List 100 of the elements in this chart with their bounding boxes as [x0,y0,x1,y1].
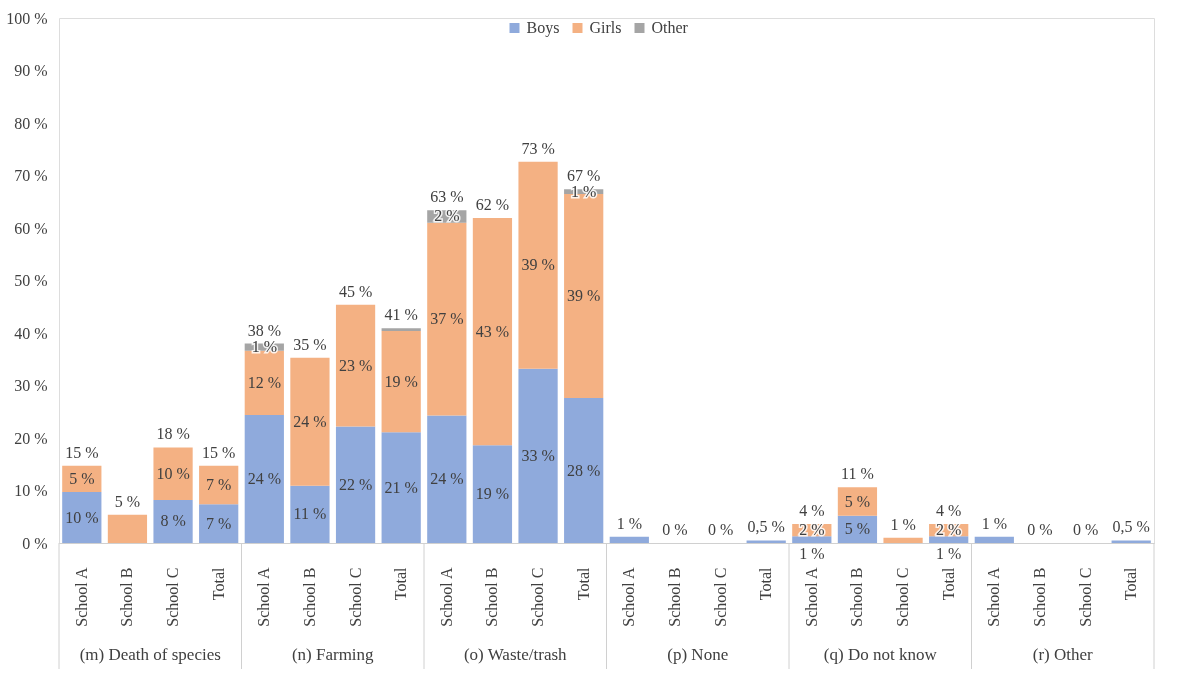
bar [929,536,969,543]
y-tick-label: 10 % [14,482,48,499]
x-tick-label: Total [392,566,410,601]
legend-label: Other [651,19,689,36]
data-label: 23 % [338,356,373,374]
legend-label: Boys [526,19,560,37]
bar [518,161,558,369]
data-label: 19 % [384,372,418,390]
data-label: 24 % [430,470,464,488]
legend-label: Girls [589,19,622,36]
y-tick-label: 20 % [14,429,48,447]
y-tick-label: 90 % [14,62,48,79]
data-label: 11 % [293,505,327,523]
x-tick-label: School A [255,567,273,627]
total-label: 15 % [65,443,99,461]
data-label: 1 % [251,338,277,356]
bar [199,504,239,543]
data-label: 43 % [475,322,510,340]
x-tick-label: School A [437,567,455,627]
x-tick-label: School A [802,567,820,627]
x-tick-label: School B [665,567,683,627]
total-label: 35 % [293,335,327,353]
y-tick-label: 70 % [14,167,48,184]
total-label: 15 % [202,443,236,461]
text: (o) Waste/trash [463,645,568,664]
bar [244,350,284,415]
x-tick-label: School C [894,567,912,627]
bar [564,398,604,543]
data-label: 24 % [293,412,327,430]
bar [746,540,786,543]
y-tick-label: 50 % [14,272,48,289]
x-tick-label: School C [346,567,364,627]
data-label: 10 % [156,464,190,482]
total-label: 0 % [1027,521,1053,538]
x-tick-label: Total [757,566,775,601]
data-label: 7 % [206,475,232,493]
text: (m) Death of species [79,645,221,664]
data-label: 10 % [65,508,99,526]
total-label: 0,5 % [747,518,785,536]
data-label: 2 % [799,521,825,539]
x-tick-label: School C [164,567,182,627]
bar [792,536,832,543]
bar [381,432,421,543]
total-label: 4 % [799,502,825,520]
bar [335,304,376,427]
data-label: 7 % [206,514,232,532]
data-label: 5 % [844,520,871,538]
x-tick-label: School A [985,567,1003,627]
bar [153,499,193,543]
y-tick-label: 30 % [14,377,48,394]
bar [290,485,330,543]
bar [381,330,421,433]
x-tick-label: School B [1030,567,1048,627]
bar [107,514,148,543]
bar [381,328,421,331]
data-label: 1 % [799,545,825,562]
x-tick-label: School B [483,567,501,627]
total-label: 45 % [338,282,373,300]
bar [1111,540,1151,543]
total-label: 63 % [430,188,464,206]
data-label: 22 % [338,475,373,493]
total-label: 1 % [616,514,642,532]
x-tick-label: Total [939,566,957,601]
data-label: 28 % [567,461,601,479]
data-label: 2 % [936,521,962,539]
bar [244,414,284,543]
total-label: 1 % [981,514,1007,532]
bar [883,537,923,543]
total-label: 0 % [707,521,734,538]
total-label: 1 % [890,515,916,533]
data-label: 12 % [247,373,281,391]
x-tick-label: Total [209,566,227,601]
y-tick-label: 0 % [22,534,48,552]
total-label: 62 % [475,196,510,214]
text: (p) None [667,645,729,664]
total-label: 11 % [841,465,874,483]
total-label: 73 % [521,139,555,157]
data-label: 2 % [434,207,460,225]
total-label: 0 % [1072,521,1099,538]
x-tick-label: School A [620,567,638,627]
data-label: 5 % [844,492,871,510]
y-tick-label: 100 % [6,9,48,27]
bar [472,445,513,543]
data-label: 33 % [521,446,555,464]
text: (r) Other [1032,645,1094,664]
bar [199,465,239,505]
bar [609,536,649,543]
data-label: 39 % [567,286,601,304]
data-label: 19 % [475,485,510,503]
data-label: 37 % [430,310,464,328]
bar [974,536,1014,543]
data-label: 24 % [247,469,281,487]
total-label: 38 % [247,321,281,339]
bar [518,368,558,543]
bar [290,357,330,486]
x-tick-label: School A [72,567,90,627]
total-label: 5 % [114,492,141,510]
total-label: 67 % [567,167,601,185]
x-tick-label: School B [118,567,136,627]
total-label: 0 % [662,521,688,538]
